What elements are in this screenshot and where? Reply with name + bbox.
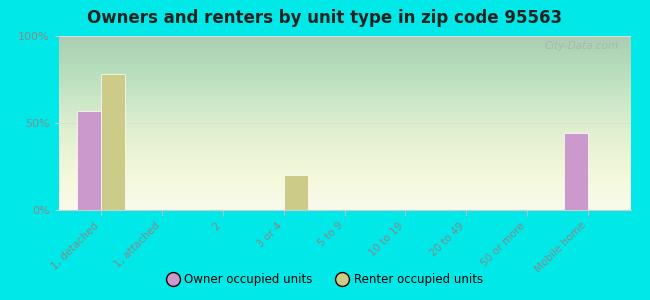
Text: Owners and renters by unit type in zip code 95563: Owners and renters by unit type in zip c… xyxy=(88,9,562,27)
Legend: Owner occupied units, Renter occupied units: Owner occupied units, Renter occupied un… xyxy=(162,269,488,291)
Text: City-Data.com: City-Data.com xyxy=(545,41,619,51)
Bar xyxy=(101,74,125,210)
Bar xyxy=(564,134,588,210)
Bar xyxy=(283,175,308,210)
Bar xyxy=(77,111,101,210)
